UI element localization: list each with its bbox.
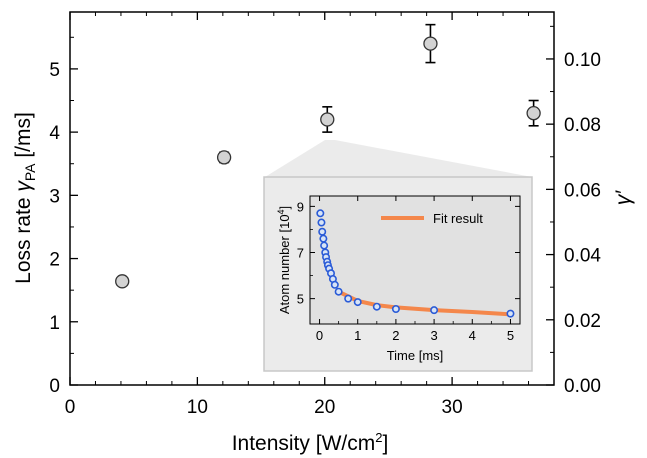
inset-x-tick-label: 0 [316, 328, 323, 343]
y-left-tick-label: 5 [49, 60, 60, 81]
y-left-tick-label: 0 [49, 376, 60, 397]
inset-data-point [318, 227, 327, 236]
y-left-tick-label: 2 [49, 250, 60, 271]
main-plot-frame [69, 11, 555, 386]
inset-y-title-end: ] [277, 206, 292, 210]
inset-x-tick-label: 3 [430, 328, 437, 343]
x-tick-label: 30 [442, 397, 463, 418]
y-right-tick-label: 0.10 [564, 50, 601, 71]
inset-data-point [319, 234, 328, 243]
data-point [115, 274, 130, 289]
x-tick-label: 20 [314, 397, 335, 418]
y-left-title-unit: [/ms] [12, 112, 35, 163]
inset-plot-frame [309, 195, 521, 325]
y-left-tick-label: 4 [49, 123, 60, 144]
inset-y-tick-label: 7 [297, 246, 304, 261]
data-point [216, 150, 232, 165]
y-left-title-main: Loss rate [12, 192, 35, 284]
main-y-axis-title-right: γ′ [612, 190, 635, 206]
inset-x-tick-label: 4 [469, 328, 476, 343]
data-point [526, 106, 541, 121]
inset-data-point [320, 241, 329, 250]
data-point [320, 112, 335, 127]
main-data-series [115, 23, 541, 289]
inset-x-tick-label: 5 [507, 328, 514, 343]
inset-data-point [506, 309, 515, 318]
inset-y-axis-title: Atom number [104] [276, 206, 292, 314]
inset-data-point [330, 280, 339, 289]
x-title-sup: 2 [375, 430, 382, 445]
x-title-main: Intensity [W/cm [232, 432, 376, 455]
x-title-end: ] [382, 432, 388, 455]
y-right-tick-label: 0.08 [564, 115, 601, 136]
inset-data-point [317, 218, 326, 227]
y-right-tick-label: 0.04 [564, 246, 601, 267]
y-right-tick-label: 0.02 [564, 311, 601, 332]
y-left-tick-label: 1 [49, 313, 60, 334]
inset-data-point [316, 209, 325, 218]
inset-x-tick-label: 2 [392, 328, 399, 343]
legend-fit-label: Fit result [433, 211, 483, 226]
inset-data-point [430, 306, 439, 315]
inset-data-point [391, 305, 400, 314]
inset-axes: 0 1 2 3 4 5 5 7 9 [297, 196, 520, 343]
y-left-title-sub: PA [22, 163, 38, 181]
x-tick-label: 10 [187, 397, 208, 418]
main-x-axis-title: Intensity [W/cm2] [232, 430, 389, 455]
data-point [423, 36, 438, 51]
inset-y-title-main: Atom number [10 [277, 214, 292, 314]
main-y-axis-title-left: Loss rate γPA [/ms] [12, 112, 38, 284]
inset-y-tick-label: 5 [297, 292, 304, 307]
inset-legend: Fit result [381, 211, 483, 226]
inset-y-tick-label: 9 [297, 199, 304, 214]
inset-y-title-sup: 4 [276, 209, 286, 214]
y-left-title-symbol: γ [12, 180, 35, 192]
inset-x-tick-label: 1 [354, 328, 361, 343]
zoom-wedge [265, 140, 532, 177]
inset-data-point [353, 298, 362, 307]
x-tick-label: 0 [65, 397, 76, 418]
inset-x-axis-title: Time [ms] [387, 348, 444, 363]
y-right-tick-label: 0.00 [564, 376, 601, 397]
inset-data-point [372, 302, 381, 311]
inset-data-point [344, 294, 353, 303]
inset-data-point [334, 287, 343, 296]
y-left-tick-label: 3 [49, 186, 60, 207]
inset-data-series [316, 209, 515, 318]
y-right-tick-label: 0.06 [564, 180, 601, 201]
